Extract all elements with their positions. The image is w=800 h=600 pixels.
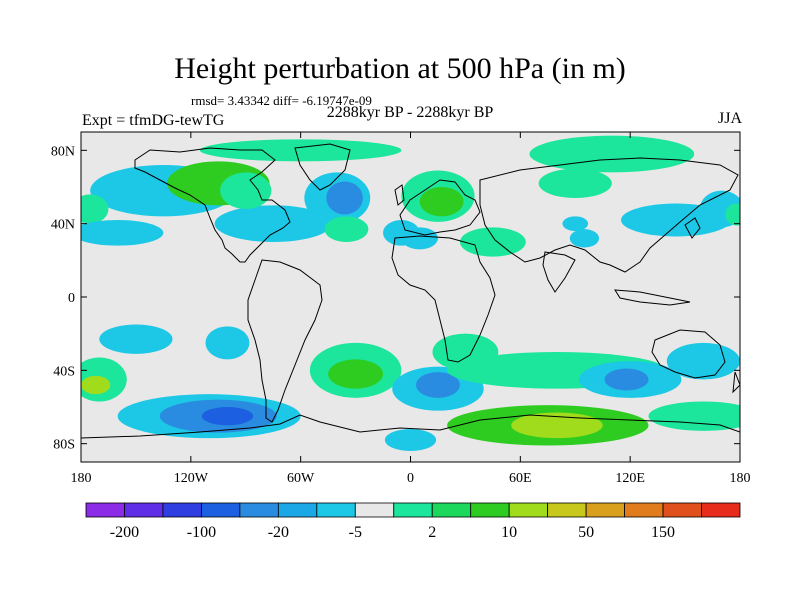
blob-wpac-yellow [81,375,111,395]
blob-antarctic-green2 [648,401,740,431]
lon-tick-label: 180 [730,471,751,486]
blob-nafrica-cyan [214,205,332,243]
blob-siberia-green [538,168,612,198]
blob-atl-cyan [383,220,420,246]
colorbar-swatch [470,502,510,518]
coast-africa [391,235,496,363]
colorbar-label: -200 [110,524,139,541]
blob-se-atl-cyan [384,429,437,451]
blob-spac-blue2 [201,407,254,426]
blob-antarctic-yellow [511,412,603,439]
blob-aus-cyan [666,342,740,380]
colorbar-swatch [547,502,587,518]
coast-new-zealand [732,371,740,394]
coast-india [542,251,576,293]
blob-epac-cyan [81,220,164,246]
colorbar-swatch [393,502,433,518]
colorbar-label: -5 [349,524,362,541]
blob-east-green [725,203,740,226]
blob-wpac-green [81,194,109,224]
colorbar-label: 10 [501,524,517,541]
colorbar-swatch [662,502,702,518]
blob-eur-green2 [419,187,464,217]
blob-natl-blue [326,181,363,215]
blob-arctic-east-green [529,135,695,173]
season-label: JJA [717,110,742,127]
coast-greenland [294,143,351,191]
colorbar-swatch [354,502,395,518]
blob-asia-cyan [569,229,600,248]
blob-spac-cyan2 [205,326,250,360]
colorbar-label: 50 [578,524,594,541]
blob-sind-blue2 [604,368,649,391]
axis-ticks: 80N 40N 0 40S 80S 180 120W 60W 0 60E 120E 180 [51,132,751,486]
colorbar-swatch [85,502,125,518]
blob-natl-green [220,172,272,210]
colorbar-swatch [124,502,164,518]
coast-uk [394,184,405,206]
coast-europe [399,179,481,236]
coast-asia [479,157,739,273]
colorbar-swatch [585,502,625,518]
blob-spac-cyan [99,324,173,354]
colorbar-swatch [624,502,664,518]
lat-tick-label: 80S [53,438,75,453]
blob-ind-cyan [562,216,589,232]
colorbar-swatch [162,502,202,518]
rmsd-label: rmsd= 3.43342 diff= -6.19747e-09 [191,93,372,108]
lat-tick-label: 40S [53,364,75,379]
colorbar-label: 150 [651,524,675,541]
coast-indonesia [614,289,691,306]
colorbar-swatch [316,502,356,518]
blob-satl-green2 [328,359,384,389]
lon-tick-label: 120W [174,471,209,486]
colorbar-swatch [508,502,549,518]
colorbar: -200 -100 -20 -5 2 10 50 150 [85,502,741,541]
lat-tick-label: 80N [51,144,75,159]
coast-australia [651,329,726,379]
lon-tick-label: 60E [509,471,532,486]
blob-sind-blue [415,372,460,398]
lon-tick-label: 0 [407,471,414,486]
colorbar-label: 2 [428,524,436,541]
contour-fields [81,135,740,451]
coast-antarctica [81,414,740,439]
coast-japan [684,217,701,239]
colorbar-label: -100 [187,524,216,541]
coastlines [81,143,740,439]
coast-north-america [134,147,291,263]
colorbar-swatch [277,502,318,518]
lon-tick-label: 60W [287,471,315,486]
lat-tick-label: 0 [68,291,75,306]
lon-tick-label: 120E [615,471,645,486]
blob-arctic-green [199,139,402,162]
period-label: 2288kyr BP - 2288kyr BP [326,104,494,121]
map-title: Height perturbation at 500 hPa (in m) [174,52,626,85]
blob-midatl-green [324,216,369,243]
coast-south-america [247,259,323,423]
colorbar-swatch [431,502,472,518]
colorbar-swatch [701,502,741,518]
colorbar-swatch [239,502,279,518]
lon-tick-label: 180 [71,471,92,486]
colorbar-swatch [201,502,241,518]
blob-mideast-green [459,227,526,257]
colorbar-label: -20 [268,524,289,541]
lat-tick-label: 40N [51,218,75,233]
experiment-label: Expt = tfmDG-tewTG [82,112,225,129]
